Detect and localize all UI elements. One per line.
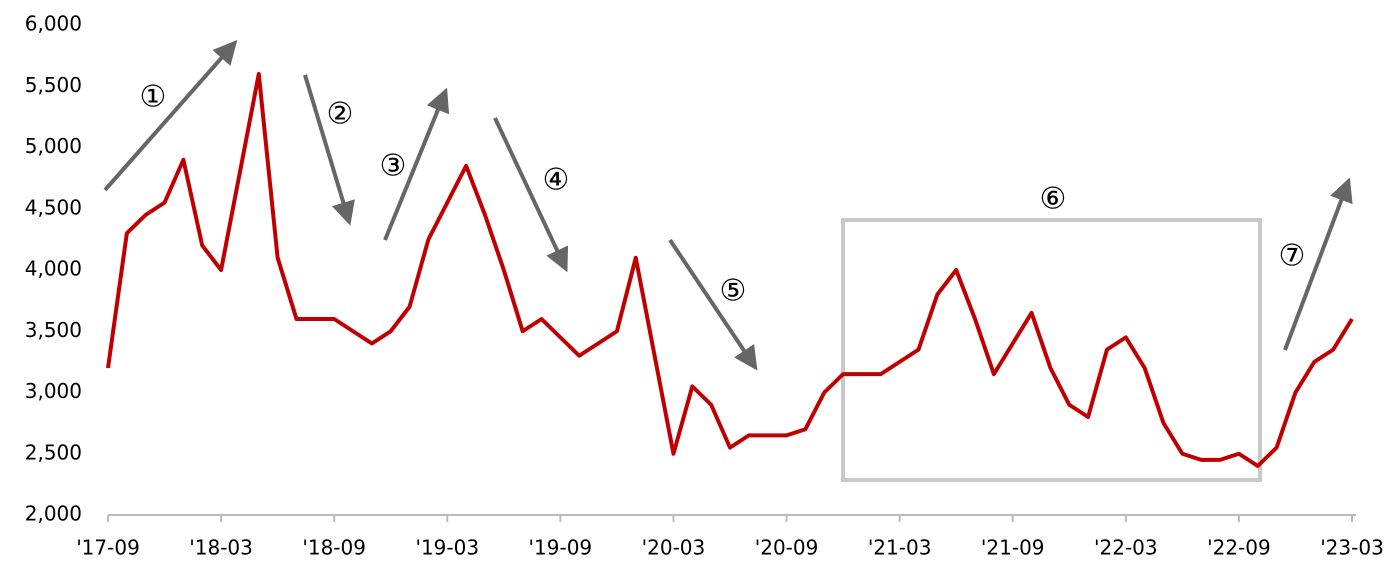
- annotation: ④: [543, 163, 570, 198]
- x-tick-label: '20-03: [642, 536, 706, 560]
- x-tick-label: '20-09: [755, 536, 819, 560]
- arrow: [383, 87, 450, 241]
- x-tick-label: '18-09: [302, 536, 366, 560]
- y-tick-label: 2,000: [25, 502, 82, 526]
- arrow: [493, 117, 569, 273]
- y-tick-label: 4,500: [25, 195, 82, 219]
- y-tick-label: 2,500: [25, 440, 82, 464]
- highlight-box: [841, 218, 1262, 482]
- y-tick-label: 5,500: [25, 73, 82, 97]
- annotation: ⑦: [1279, 239, 1306, 274]
- x-tick-label: '19-09: [529, 536, 593, 560]
- x-tick-label: '21-09: [981, 536, 1045, 560]
- x-tick-label: '17-09: [76, 536, 140, 560]
- x-tick-label: '18-03: [189, 536, 253, 560]
- arrow: [1283, 177, 1353, 351]
- x-tick-label: '21-03: [868, 536, 932, 560]
- x-tick-label: '22-03: [1094, 536, 1158, 560]
- y-tick-label: 6,000: [25, 12, 82, 36]
- x-tick-label: '23-03: [1320, 536, 1384, 560]
- y-tick-label: 3,500: [25, 318, 82, 342]
- y-tick-label: 3,000: [25, 379, 82, 403]
- arrow: [668, 238, 758, 371]
- arrows: [103, 40, 1353, 371]
- y-tick-label: 4,000: [25, 257, 82, 281]
- annotation: ⑥: [1040, 182, 1067, 217]
- annotation: ③: [380, 149, 407, 184]
- x-tick-label: '22-09: [1207, 536, 1271, 560]
- x-tick-label: '19-03: [415, 536, 479, 560]
- line: [106, 72, 1354, 468]
- arrow: [103, 40, 238, 192]
- annotation: ⑤: [720, 274, 747, 309]
- annotation: ②: [327, 97, 354, 132]
- annotation: ①: [140, 80, 167, 115]
- y-tick-label: 5,000: [25, 134, 82, 158]
- arrow: [303, 74, 355, 226]
